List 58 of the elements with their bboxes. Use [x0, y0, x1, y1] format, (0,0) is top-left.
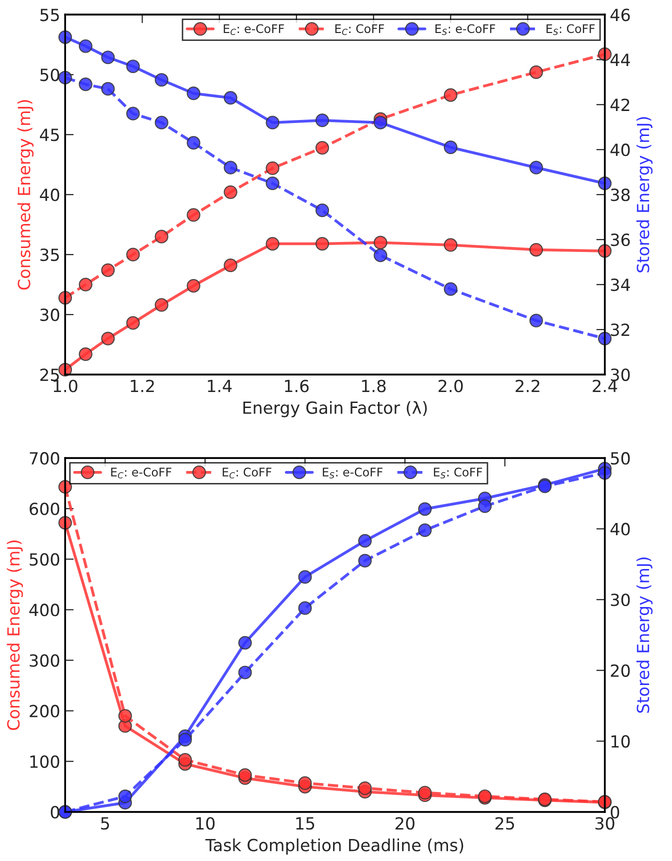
legend-label: E$_{C}$: e-CoFF: [111, 468, 172, 478]
y2-tick-label: 10: [611, 735, 630, 748]
y2-tick-label: 30: [610, 368, 630, 382]
y2-axis-title: Stored Energy (mJ): [636, 558, 653, 713]
y2-tick-label: 38: [610, 188, 630, 202]
y2-tick-label: 46: [610, 8, 630, 22]
legend-label: E$_{S}$: e-CoFF: [435, 24, 496, 36]
legend-label: E$_{C}$: e-CoFF: [224, 24, 284, 36]
y2-tick-label: 44: [610, 54, 630, 66]
x-tick-label: 5: [101, 817, 109, 830]
x-tick-label: 2.2: [516, 380, 540, 392]
y-tick-label: 700: [30, 452, 60, 465]
y2-tick-label: 50: [610, 452, 630, 465]
y-axis-title: Consumed Energy (mJ): [17, 100, 34, 290]
y-tick-label: 25: [40, 368, 59, 382]
y2-tick-label: 40: [610, 144, 630, 156]
y-tick-label: 600: [30, 502, 60, 516]
legend-label: E$_{S}$: CoFF: [546, 24, 595, 36]
y2-tick-label: 40: [610, 522, 630, 536]
y2-axis-title: Stored Energy (mJ): [636, 117, 653, 272]
y2-tick-label: 0: [610, 806, 620, 818]
legend-label: E$_{S}$: CoFF: [434, 468, 482, 478]
x-axis-title: Task Completion Deadline (ms): [205, 838, 464, 855]
x-tick-label: 2.4: [592, 380, 618, 392]
legend-label: E$_{S}$: e-CoFF: [322, 468, 382, 478]
y-tick-label: 400: [29, 604, 60, 616]
y-tick-label: 45: [40, 128, 59, 142]
x-tick-label: 10: [196, 817, 215, 830]
y-tick-label: 40: [40, 188, 60, 202]
y-tick-label: 200: [30, 704, 60, 718]
y2-tick-label: 42: [610, 98, 630, 111]
y-tick-label: 30: [40, 308, 60, 322]
x-tick-label: 2.0: [438, 380, 463, 392]
y-tick-label: 35: [40, 248, 59, 262]
legend-label: E$_{C}$: CoFF: [222, 468, 272, 478]
y2-tick-label: 32: [610, 324, 630, 336]
x-axis-title: Energy Gain Factor (λ): [243, 401, 427, 418]
x-tick-label: 20: [396, 817, 414, 830]
x-tick-label: 1.8: [362, 380, 386, 392]
x-tick-label: 30: [595, 817, 614, 830]
y-tick-label: 500: [30, 553, 60, 566]
y2-tick-label: 30: [610, 594, 630, 606]
x-tick-label: 1.4: [208, 380, 232, 392]
y-tick-label: 300: [30, 654, 60, 667]
y2-tick-label: 36: [610, 234, 630, 246]
y2-tick-label: 20: [610, 664, 630, 677]
x-tick-label: 1.2: [130, 380, 154, 392]
x-tick-label: 1.0: [54, 380, 78, 392]
y2-tick-label: 34: [610, 278, 630, 292]
x-tick-label: 1.6: [285, 380, 309, 392]
y-axis-title: Consumed Energy (mJ): [6, 540, 23, 730]
x-tick-label: 15: [296, 817, 314, 830]
x-tick-label: 25: [495, 817, 514, 830]
y-tick-label: 100: [30, 755, 60, 768]
legend-label: E$_{C}$: CoFF: [335, 24, 384, 36]
y-tick-label: 50: [40, 68, 60, 82]
y-tick-label: 0: [50, 806, 60, 818]
y-tick-label: 55: [40, 8, 59, 22]
